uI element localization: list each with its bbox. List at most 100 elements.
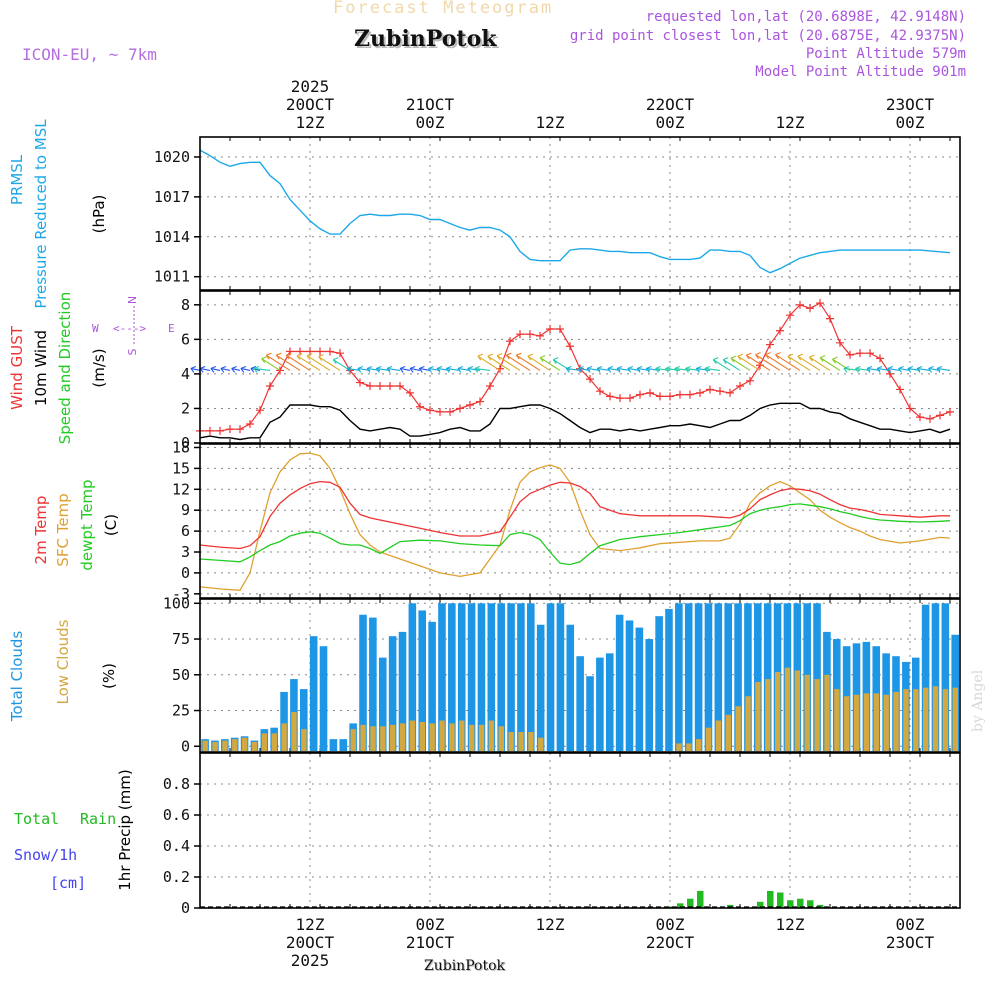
ytick-label: 2 (181, 399, 190, 417)
wind-direction-arrow (220, 367, 231, 371)
total-cloud-bar (428, 621, 436, 751)
wind-arrow-head (832, 356, 838, 364)
ytick-label: 6 (181, 522, 190, 540)
total-cloud-bar (655, 616, 663, 751)
wind-arrow-head (250, 365, 257, 373)
total-cloud-bar (536, 624, 545, 751)
wind-direction-arrow (527, 355, 551, 371)
ytick-label: 9 (181, 501, 190, 519)
gust-point (946, 407, 954, 416)
gust-point (456, 404, 464, 413)
low-cloud-bar (232, 739, 238, 751)
low-cloud-bar (804, 674, 810, 751)
wind-direction-arrow (616, 367, 631, 371)
total-cloud-bar (684, 603, 693, 751)
low-cloud-bar (735, 706, 741, 751)
clouds-unit: (%) (100, 663, 118, 689)
low-cloud-bar (715, 720, 722, 751)
wind-arrow-head (808, 354, 815, 362)
ytick-label: 50 (172, 666, 190, 684)
wind-arrow-head (887, 365, 894, 373)
precip-snow-label: Snow/1h (14, 846, 77, 864)
low-cloud-bar (696, 739, 702, 751)
low-cloud-bar (774, 671, 781, 751)
wind-arrow-head (730, 355, 737, 363)
wind-speed-line (199, 402, 951, 441)
compass-arrows: <---> (113, 322, 146, 335)
wind-direction-arrow (400, 367, 411, 371)
wind-direction-arrow (496, 355, 521, 371)
gust-point (556, 325, 564, 333)
wind-direction-arrow (712, 359, 731, 371)
total-cloud-bar (645, 639, 654, 751)
wind-direction-arrow (506, 354, 531, 371)
low-cloud-bar (686, 743, 692, 751)
total-cloud-bar (309, 636, 318, 751)
low-cloud-bar (755, 681, 761, 751)
total-cloud-bar (675, 603, 683, 751)
wind-arrow-head (565, 365, 572, 373)
top-time-label: 12Z (776, 113, 805, 132)
gust-point (796, 300, 804, 309)
wind-arrow-head (231, 365, 237, 373)
wind-direction-arrow (253, 367, 271, 372)
wind-arrow-head (306, 353, 313, 360)
total-clouds-ylabel: Total Clouds (8, 631, 26, 723)
dewpt-line (199, 503, 951, 566)
low-cloud-bar (913, 689, 919, 751)
wind-arrow-head (467, 365, 474, 373)
bottom-time-label: 00Z (656, 915, 685, 934)
low-cloud-bar (794, 670, 801, 751)
gust-point (876, 354, 884, 363)
rain-bar (767, 890, 774, 908)
top-time-label: 23OCT (886, 95, 935, 114)
wind-direction-arrow (876, 367, 891, 371)
compass-n: N (126, 296, 139, 304)
wind-arrow-head (712, 357, 719, 364)
top-time-label: 22OCT (646, 95, 695, 114)
wind-arrow-head (797, 353, 804, 361)
dewpt-ylabel: dewpt Temp (78, 479, 96, 570)
gust-point (316, 347, 324, 356)
wind-arrow-head (477, 353, 484, 361)
total-cloud-bar (388, 636, 397, 751)
low-cloud-bar (301, 729, 307, 751)
bottom-time-label: 00Z (896, 915, 925, 934)
panel-temperature-area (200, 444, 960, 598)
direction-ylabel: Speed and Direction (56, 292, 74, 445)
gust-point (606, 392, 614, 401)
wind-arrow-head (607, 365, 614, 373)
low-cloud-bar (241, 737, 248, 751)
low-cloud-bar (883, 694, 889, 751)
wind-arrow-head (253, 365, 260, 373)
wind-arrow-head (916, 365, 923, 373)
total-cloud-bar (467, 603, 476, 751)
location-title: ZubinPotok (354, 26, 497, 52)
gust-point (366, 382, 374, 390)
ytick-label: 25 (172, 702, 190, 720)
wind-direction-arrow (704, 367, 721, 371)
low-cloud-bar (488, 720, 495, 751)
wind-arrow-head (487, 353, 494, 361)
low-cloud-bar (399, 723, 406, 751)
total-cloud-bar (763, 603, 772, 751)
low-cloud-bar (261, 733, 268, 751)
wind-arrow-head (240, 365, 247, 373)
gust-point (276, 366, 284, 375)
wind-arrow-head (436, 365, 443, 373)
gust-point (406, 388, 414, 397)
wind-direction-arrow (261, 358, 281, 371)
wind-direction-arrow (855, 367, 871, 371)
wind-direction-arrow (665, 367, 681, 371)
bottom-time-label: 21OCT (406, 933, 455, 952)
rain-bar (697, 890, 704, 908)
top-time-label: 12Z (536, 113, 565, 132)
wind-arrow-head (645, 365, 652, 373)
total-cloud-bar (280, 691, 288, 751)
gust-point (256, 406, 264, 415)
low-cloud-bar (350, 729, 356, 751)
wind-direction-arrow (737, 355, 761, 371)
bottom-time-label: 23OCT (886, 933, 935, 952)
wind-arrow-head (275, 352, 282, 360)
gust-point (466, 401, 474, 409)
